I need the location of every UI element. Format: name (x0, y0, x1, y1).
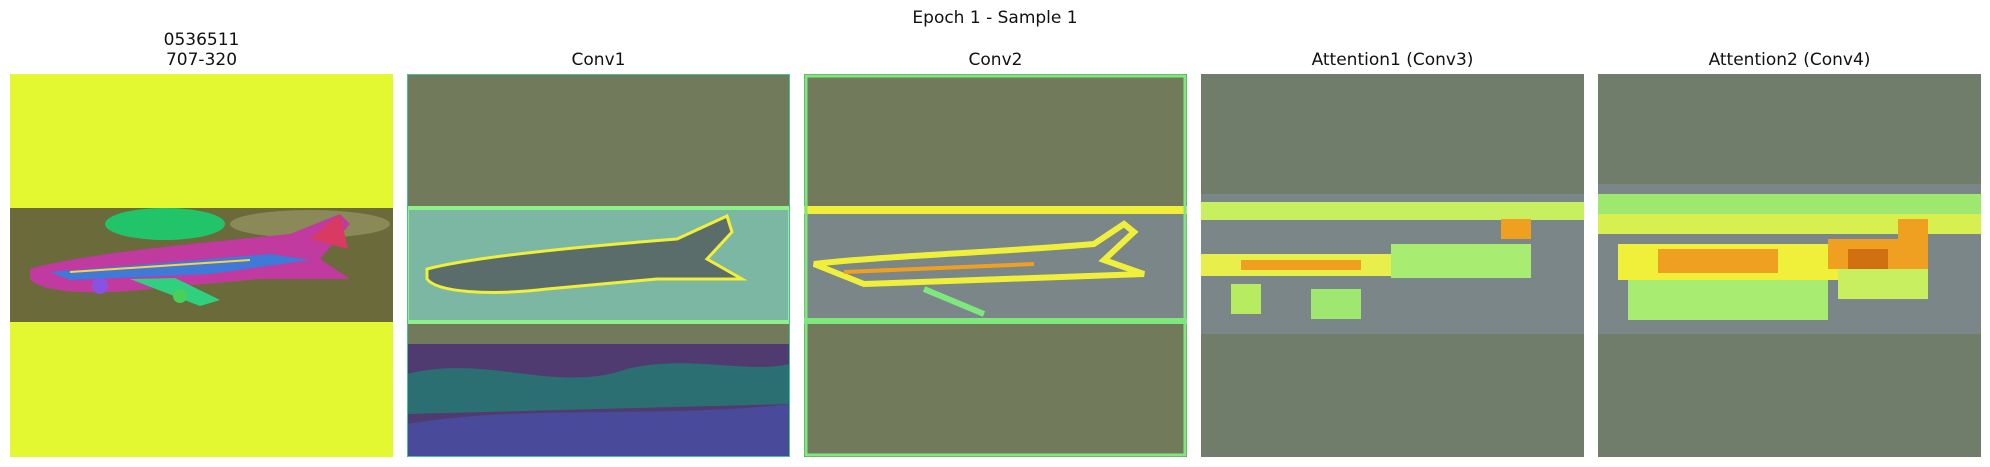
attention2-map (1598, 74, 1981, 457)
panel-title-conv1: Conv1 (571, 50, 626, 70)
conv2-feature-panel (804, 74, 1187, 457)
panel-title-attention1: Attention1 (Conv3) (1311, 50, 1474, 70)
figure-title: Epoch 1 - Sample 1 (912, 8, 1078, 28)
input-airplane-image (10, 74, 393, 457)
conv1-feature-map (407, 74, 790, 457)
panel-title-input: 0536511 707-320 (163, 30, 240, 70)
attention1-map (1201, 74, 1584, 457)
conv1-feature-panel (407, 74, 790, 457)
input-image-panel (10, 74, 393, 457)
attention1-map-panel (1201, 74, 1584, 457)
panel-title-attention2: Attention2 (Conv4) (1708, 50, 1871, 70)
conv2-feature-map (804, 74, 1187, 457)
panel-title-conv2: Conv2 (968, 50, 1023, 70)
attention2-map-panel (1598, 74, 1981, 457)
